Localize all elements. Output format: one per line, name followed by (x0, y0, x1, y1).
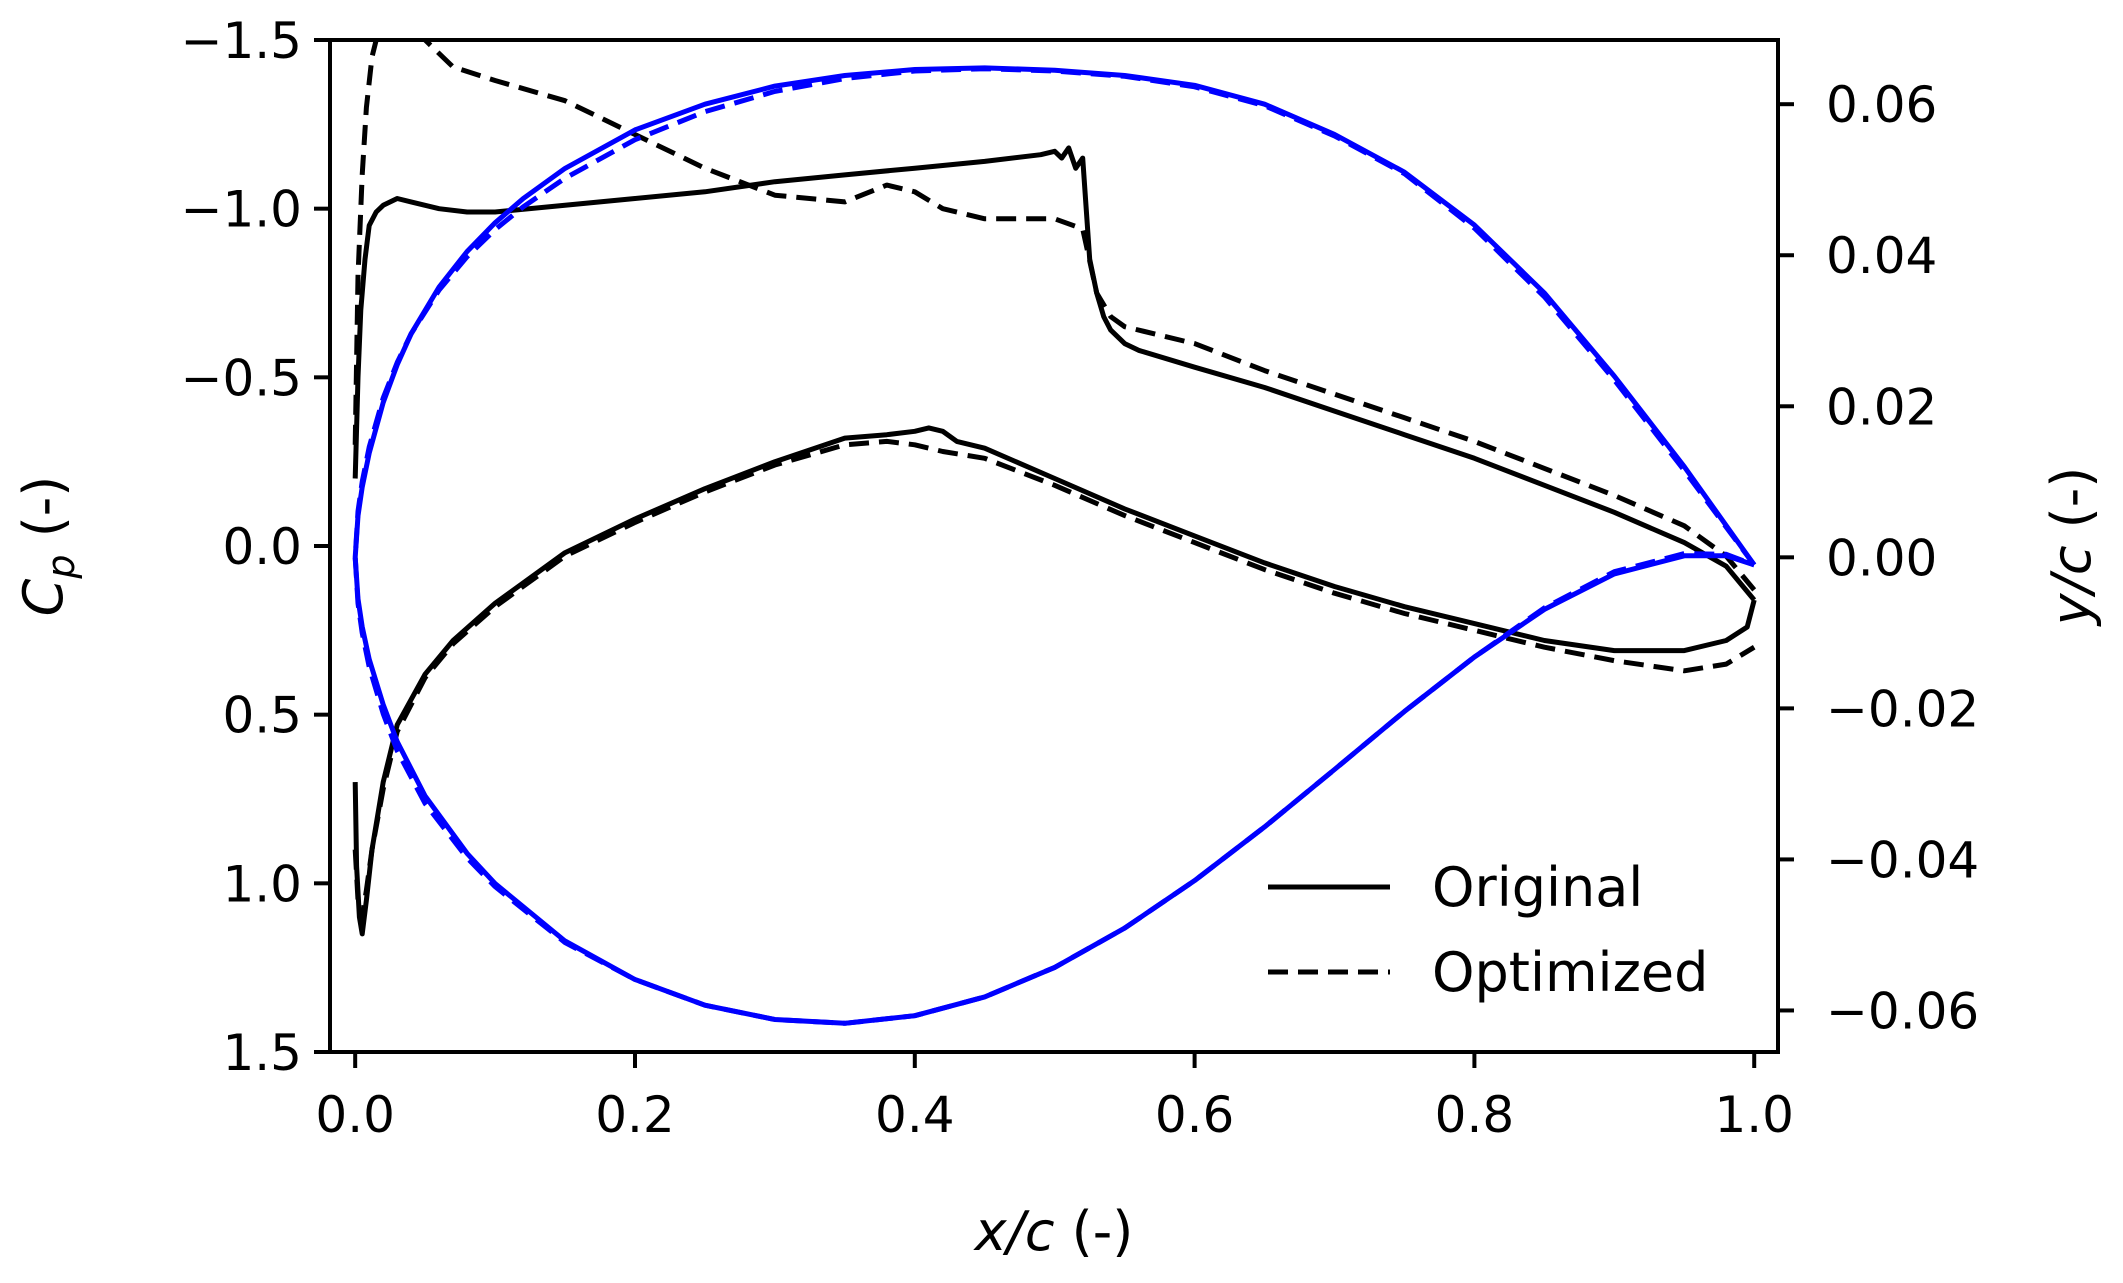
x-tick-label: 0.4 (875, 1086, 955, 1144)
y-left-tick-label: −1.0 (181, 181, 302, 239)
cp-dashed-line-3 (352, 438, 1756, 920)
y-left-tick-label: 1.0 (222, 855, 302, 913)
y-right-tick-label: −0.02 (1826, 680, 1979, 738)
y-left-tick-label: −1.5 (181, 12, 302, 70)
cp-dashed-line-2 (352, 40, 1757, 592)
x-tick-label: 0.0 (315, 1086, 395, 1144)
series-layer (352, 40, 1757, 1026)
x-axis-title: x/c (-) (973, 1200, 1134, 1263)
legend: Original Optimized (1268, 856, 1708, 1004)
x-tick-label: 0.8 (1435, 1086, 1515, 1144)
x-tick-label: 0.6 (1155, 1086, 1235, 1144)
legend-label-solid: Original (1432, 856, 1643, 919)
legend-label-dashed: Optimized (1432, 941, 1708, 1004)
y-left-tick-label: 0.5 (222, 687, 302, 745)
y-right-tick-label: 0.04 (1826, 227, 1937, 285)
geometry-dashed-line-5 (352, 66, 1757, 1026)
cp-solid-line-0 (352, 145, 1757, 602)
y-right-tick-label: 0.02 (1826, 378, 1937, 436)
y-left-axis-title: Cp (-) (12, 476, 83, 617)
y-right-tick-label: −0.06 (1826, 982, 1979, 1040)
y-right-tick-label: −0.04 (1826, 831, 1979, 889)
y-left-tick-label: 1.5 (222, 1024, 302, 1082)
y-right-tick-label: 0.00 (1826, 529, 1937, 587)
axes-layer: 0.0 0.2 0.4 0.6 0.8 1.0 −1.5 −1.0 −0.5 0.0 0.5 1.0 1… (12, 12, 2103, 1263)
x-tick-label: 1.0 (1714, 1086, 1794, 1144)
y-right-axis-title: y/c (-) (2040, 467, 2103, 628)
y-left-tick-label: 0.0 (222, 518, 302, 576)
y-right-tick-label: 0.06 (1826, 76, 1937, 134)
y-left-tick-label: −0.5 (181, 349, 302, 407)
x-tick-label: 0.2 (595, 1086, 675, 1144)
